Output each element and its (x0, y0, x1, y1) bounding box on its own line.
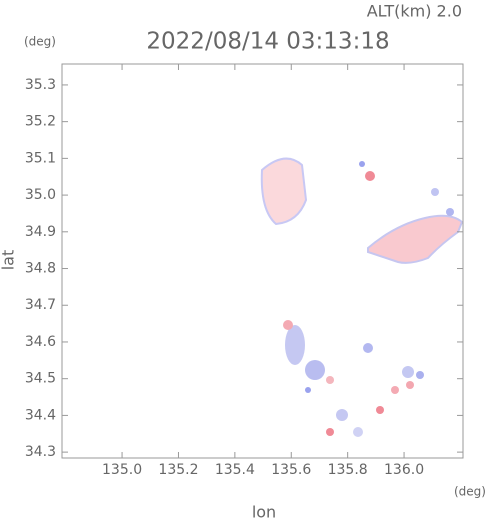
y-tick-label: 35.0 (25, 187, 56, 203)
x-tick-label: 135.4 (215, 462, 255, 478)
y-tick-label: 34.3 (25, 444, 56, 460)
y-tick-label: 34.7 (25, 297, 56, 313)
y-axis-label: lat (0, 250, 18, 271)
x-tick-label: 135.8 (328, 462, 368, 478)
echo-field (260, 157, 463, 437)
x-tick-label: 135.6 (271, 462, 311, 478)
y-tick-label: 34.6 (25, 334, 56, 350)
y-unit: (deg) (24, 35, 56, 49)
x-tick-label: 136.0 (384, 462, 424, 478)
y-tick-label: 34.4 (25, 407, 56, 423)
plot-frame (61, 63, 464, 459)
chart-title: 2022/08/14 03:13:18 (146, 29, 389, 55)
x-tick-label: 135.0 (102, 462, 142, 478)
y-tick-label: 35.3 (25, 77, 56, 93)
y-tick-label: 34.9 (25, 224, 56, 240)
x-tick-label: 135.2 (158, 462, 198, 478)
altitude-label: ALT(km) 2.0 (367, 2, 462, 21)
x-unit: (deg) (454, 485, 486, 499)
y-tick-label: 34.8 (25, 261, 56, 277)
y-tick-label: 35.2 (25, 114, 56, 130)
y-tick-label: 35.1 (25, 150, 56, 166)
y-tick-label: 34.5 (25, 371, 56, 387)
x-axis-label: lon (252, 503, 276, 522)
